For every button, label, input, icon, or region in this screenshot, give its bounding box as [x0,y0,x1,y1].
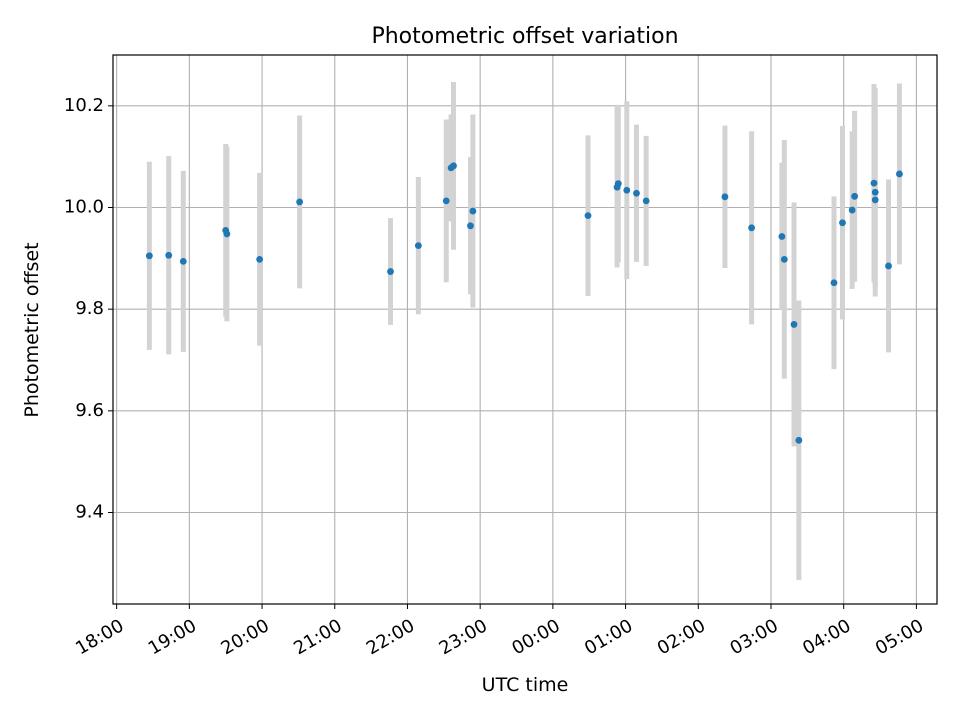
y-tick-label: 10.2 [64,95,104,116]
y-tick-label: 10.0 [64,197,104,218]
data-point [896,170,903,178]
data-point [633,189,640,197]
data-point [584,212,592,220]
x-axis-label: UTC time [482,674,569,696]
data-point [414,242,422,250]
data-point [778,233,786,240]
data-point [851,192,858,200]
data-point [839,219,846,227]
data-point [830,279,838,287]
data-point [795,436,803,444]
data-point [467,222,474,230]
data-point [790,321,798,328]
data-point [442,197,450,205]
data-point [870,179,878,187]
y-tick-label: 9.4 [75,502,104,523]
data-points [145,162,903,444]
data-point [614,180,622,188]
data-point [296,198,304,206]
data-point [256,255,264,263]
data-point [450,162,457,170]
plot-frame [112,54,938,605]
data-point [165,251,173,259]
data-point [871,196,879,204]
data-point [145,252,153,260]
y-tick-label: 9.6 [75,400,104,421]
y-tick-label: 9.8 [75,298,104,319]
data-point [223,230,231,238]
data-point [848,206,856,214]
data-point [387,268,394,275]
y-axis: 9.4 9.6 9.8 10.0 10.2 [64,95,113,523]
data-point [469,207,477,215]
data-point [179,257,187,265]
y-axis-label: Photometric offset [21,242,43,417]
data-point [721,193,729,201]
data-point [623,186,631,194]
data-point [748,224,755,232]
data-point [871,188,879,196]
chart-title: Photometric offset variation [371,24,678,49]
data-point [642,197,650,205]
data-point [885,262,892,270]
data-point [780,255,788,263]
